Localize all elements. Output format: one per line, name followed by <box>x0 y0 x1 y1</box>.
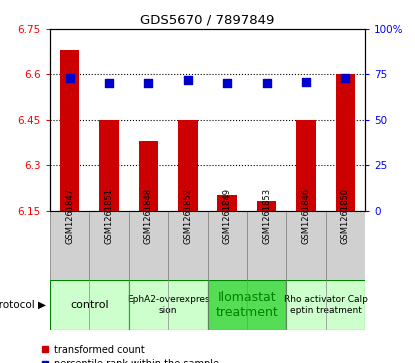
Bar <box>99 120 119 211</box>
Text: GSM1261846: GSM1261846 <box>302 188 310 244</box>
Bar <box>60 50 79 211</box>
Point <box>224 81 231 86</box>
Bar <box>50 211 89 280</box>
Text: GSM1261853: GSM1261853 <box>262 188 271 244</box>
Bar <box>208 211 247 280</box>
Bar <box>89 211 129 280</box>
Point <box>342 75 349 81</box>
Point <box>184 77 191 83</box>
Bar <box>326 211 365 280</box>
Bar <box>129 211 168 280</box>
Bar <box>178 120 198 211</box>
Bar <box>247 211 286 280</box>
Text: EphA2-overexpres
sion: EphA2-overexpres sion <box>127 295 210 315</box>
Text: GSM1261849: GSM1261849 <box>223 188 232 244</box>
Bar <box>208 280 286 330</box>
Bar <box>129 280 208 330</box>
Bar <box>286 211 326 280</box>
Text: GSM1261851: GSM1261851 <box>105 188 113 244</box>
Text: GSM1261850: GSM1261850 <box>341 188 350 244</box>
Bar <box>168 211 208 280</box>
Title: GDS5670 / 7897849: GDS5670 / 7897849 <box>140 13 275 26</box>
Bar <box>296 120 316 211</box>
Bar <box>217 195 237 211</box>
Text: GSM1261852: GSM1261852 <box>183 188 192 244</box>
Text: GSM1261848: GSM1261848 <box>144 188 153 244</box>
Bar <box>257 201 276 211</box>
Bar <box>286 280 365 330</box>
Point <box>145 81 152 86</box>
Point <box>105 81 112 86</box>
Bar <box>50 280 129 330</box>
Text: protocol ▶: protocol ▶ <box>0 300 46 310</box>
Point <box>66 75 73 81</box>
Text: GSM1261847: GSM1261847 <box>65 188 74 244</box>
Legend: transformed count, percentile rank within the sample: transformed count, percentile rank withi… <box>38 340 222 363</box>
Point <box>264 81 270 86</box>
Bar <box>139 141 158 211</box>
Text: Rho activator Calp
eptin treatment: Rho activator Calp eptin treatment <box>284 295 368 315</box>
Text: control: control <box>70 300 109 310</box>
Bar <box>336 74 355 211</box>
Point <box>303 79 309 85</box>
Text: Ilomastat
treatment: Ilomastat treatment <box>215 291 278 319</box>
